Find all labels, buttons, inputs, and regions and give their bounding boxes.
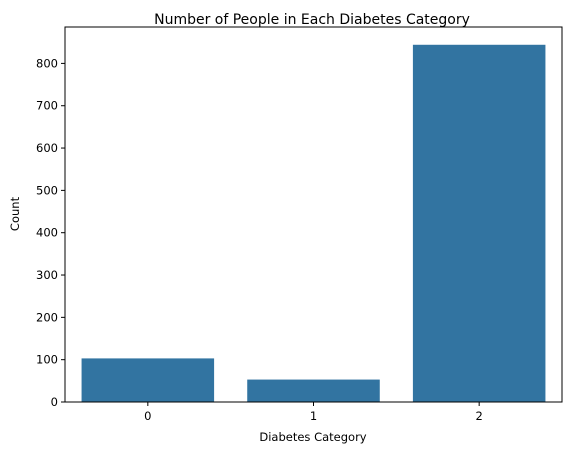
y-tick-label: 700: [36, 99, 58, 113]
y-tick-label: 800: [36, 56, 58, 70]
bar-category-1: [247, 379, 380, 402]
y-tick-label: 0: [51, 395, 58, 409]
x-axis-label: Diabetes Category: [259, 430, 366, 444]
x-tick-label: 0: [144, 409, 151, 423]
y-tick-label: 300: [36, 268, 58, 282]
y-tick-label: 200: [36, 310, 58, 324]
bar-category-0: [81, 358, 215, 402]
x-tick-label: 2: [476, 409, 483, 423]
chart-title: Number of People in Each Diabetes Catego…: [154, 12, 470, 28]
x-axis-ticks: 0 1 2: [144, 402, 483, 423]
plot-frame: [64, 26, 563, 403]
y-tick-label: 500: [36, 183, 58, 197]
y-tick-label: 100: [36, 353, 58, 367]
bar-category-2: [412, 44, 546, 403]
y-tick-label: 400: [36, 226, 58, 240]
bars-group: [81, 44, 546, 403]
y-axis-ticks: 0 100 200 300 400 500 600 700 800: [36, 56, 65, 409]
x-tick-label: 1: [310, 409, 317, 423]
y-tick-label: 600: [36, 141, 58, 155]
y-axis-label: Count: [8, 196, 22, 231]
